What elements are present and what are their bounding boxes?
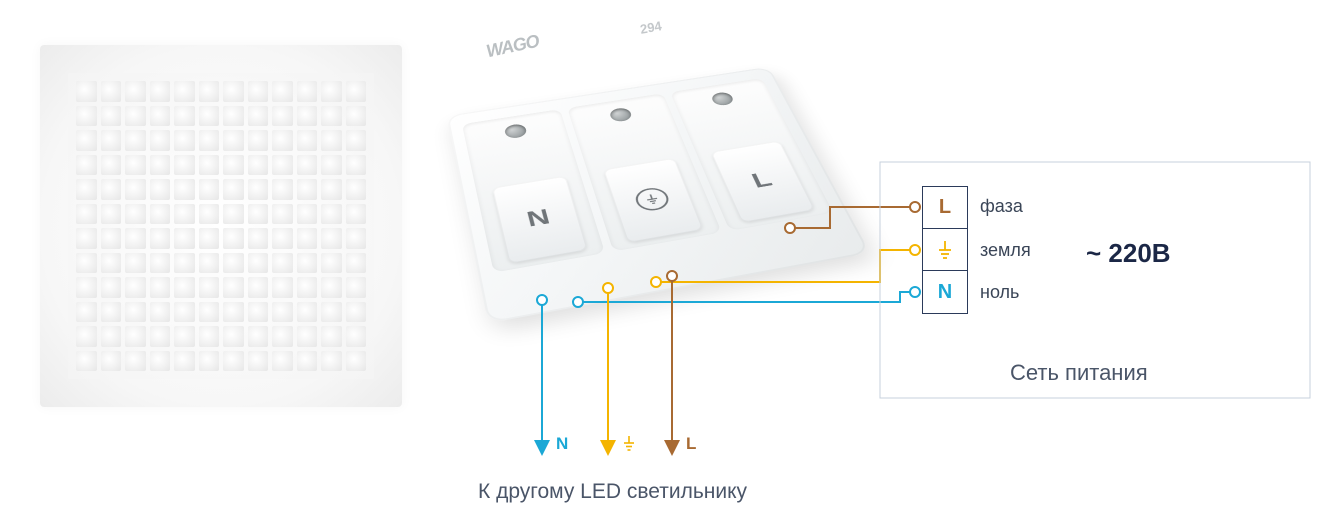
terminal-l: L [923,187,967,229]
other-led-label: К другому LED светильнику [478,480,747,504]
arrow-label-ground-icon [622,436,636,457]
led-grid [68,73,374,379]
arrow-label-n: N [556,434,568,454]
terminal-ground [923,229,967,271]
ground-icon [632,186,672,213]
label-phase: фаза [980,196,1023,217]
label-ground: земля [980,240,1031,261]
slot-label-n: N [524,205,552,232]
label-neutral: ноль [980,282,1019,303]
supply-label: Сеть питания [1010,360,1148,386]
led-panel [40,45,402,407]
terminal-connector: N L [465,30,825,330]
supply-terminal-box: L N [922,186,968,314]
terminal-n: N [923,271,967,313]
voltage-label: ~ 220В [1086,238,1171,269]
slot-label-l: L [748,168,776,193]
arrow-label-l: L [686,434,696,454]
